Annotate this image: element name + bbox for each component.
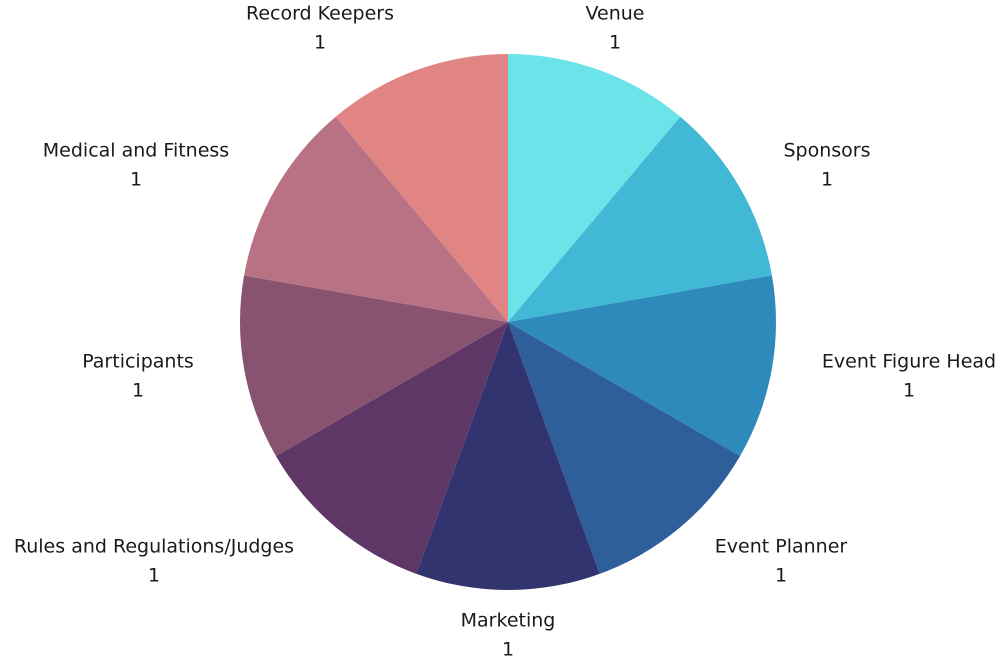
pie-slice-sponsors xyxy=(508,116,772,322)
slice-label-event-planner: Event Planner xyxy=(715,536,848,558)
pie-slice-rules-and-regulations-judges xyxy=(275,322,508,574)
slice-value-venue: 1 xyxy=(609,32,621,54)
pie-labels: Venue 1 Sponsors 1 Event Figure Head 1 Event P… xyxy=(14,3,996,661)
slice-label-rules-and-regulations-judges: Rules and Regulations/Judges xyxy=(14,536,294,558)
slice-label-marketing: Marketing xyxy=(461,610,556,632)
slice-value-medical-and-fitness: 1 xyxy=(130,169,142,191)
slice-label-record-keepers: Record Keepers xyxy=(246,3,394,25)
slice-value-marketing: 1 xyxy=(502,639,514,661)
slice-value-sponsors: 1 xyxy=(821,169,833,191)
slice-value-rules-and-regulations-judges: 1 xyxy=(148,565,160,587)
slice-label-venue: Venue xyxy=(586,3,645,25)
slice-value-event-figure-head: 1 xyxy=(903,380,915,402)
pie-slice-event-planner xyxy=(508,322,741,574)
pie-slice-marketing xyxy=(416,322,600,591)
pie-slices xyxy=(239,54,777,591)
slice-value-event-planner: 1 xyxy=(775,565,787,587)
slice-label-medical-and-fitness: Medical and Fitness xyxy=(43,140,229,162)
slice-value-record-keepers: 1 xyxy=(314,32,326,54)
slice-label-sponsors: Sponsors xyxy=(783,140,870,162)
pie-slice-venue xyxy=(508,54,681,322)
pie-slice-medical-and-fitness xyxy=(244,116,508,322)
pie-slice-event-figure-head xyxy=(508,275,777,456)
slice-label-event-figure-head: Event Figure Head xyxy=(822,351,996,373)
pie-slice-participants xyxy=(239,275,509,456)
slice-label-participants: Participants xyxy=(82,351,194,373)
pie-slice-record-keepers xyxy=(335,54,508,322)
slice-value-participants: 1 xyxy=(132,380,144,402)
